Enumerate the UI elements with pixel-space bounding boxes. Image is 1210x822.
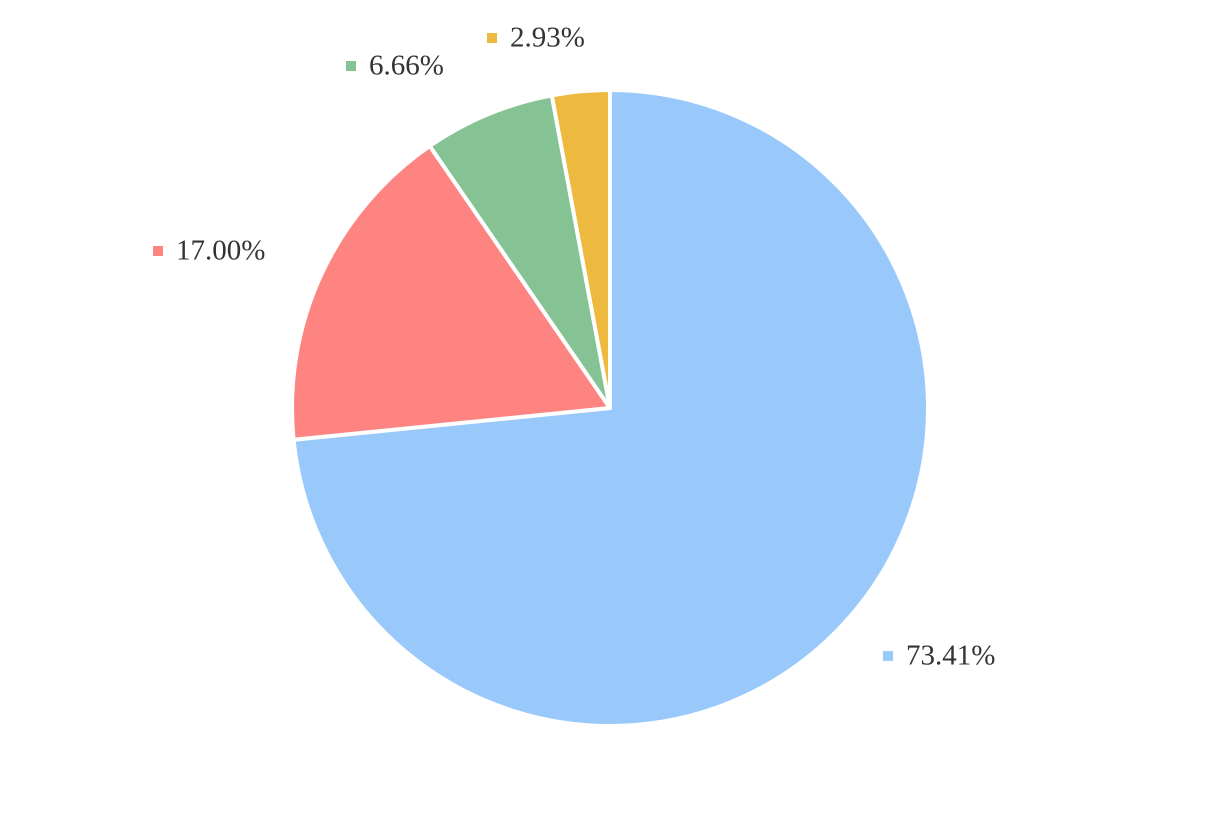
data-label: 2.93% [510,22,585,54]
label-swatch [487,33,497,43]
data-label: 6.66% [369,50,444,82]
pie-slice [549,88,612,410]
label-swatch [346,61,356,71]
label-swatch [153,246,163,256]
data-label: 73.41% [906,640,995,672]
label-swatch [883,651,893,661]
pie-slice [290,144,612,442]
data-label: 17.00% [176,235,265,267]
